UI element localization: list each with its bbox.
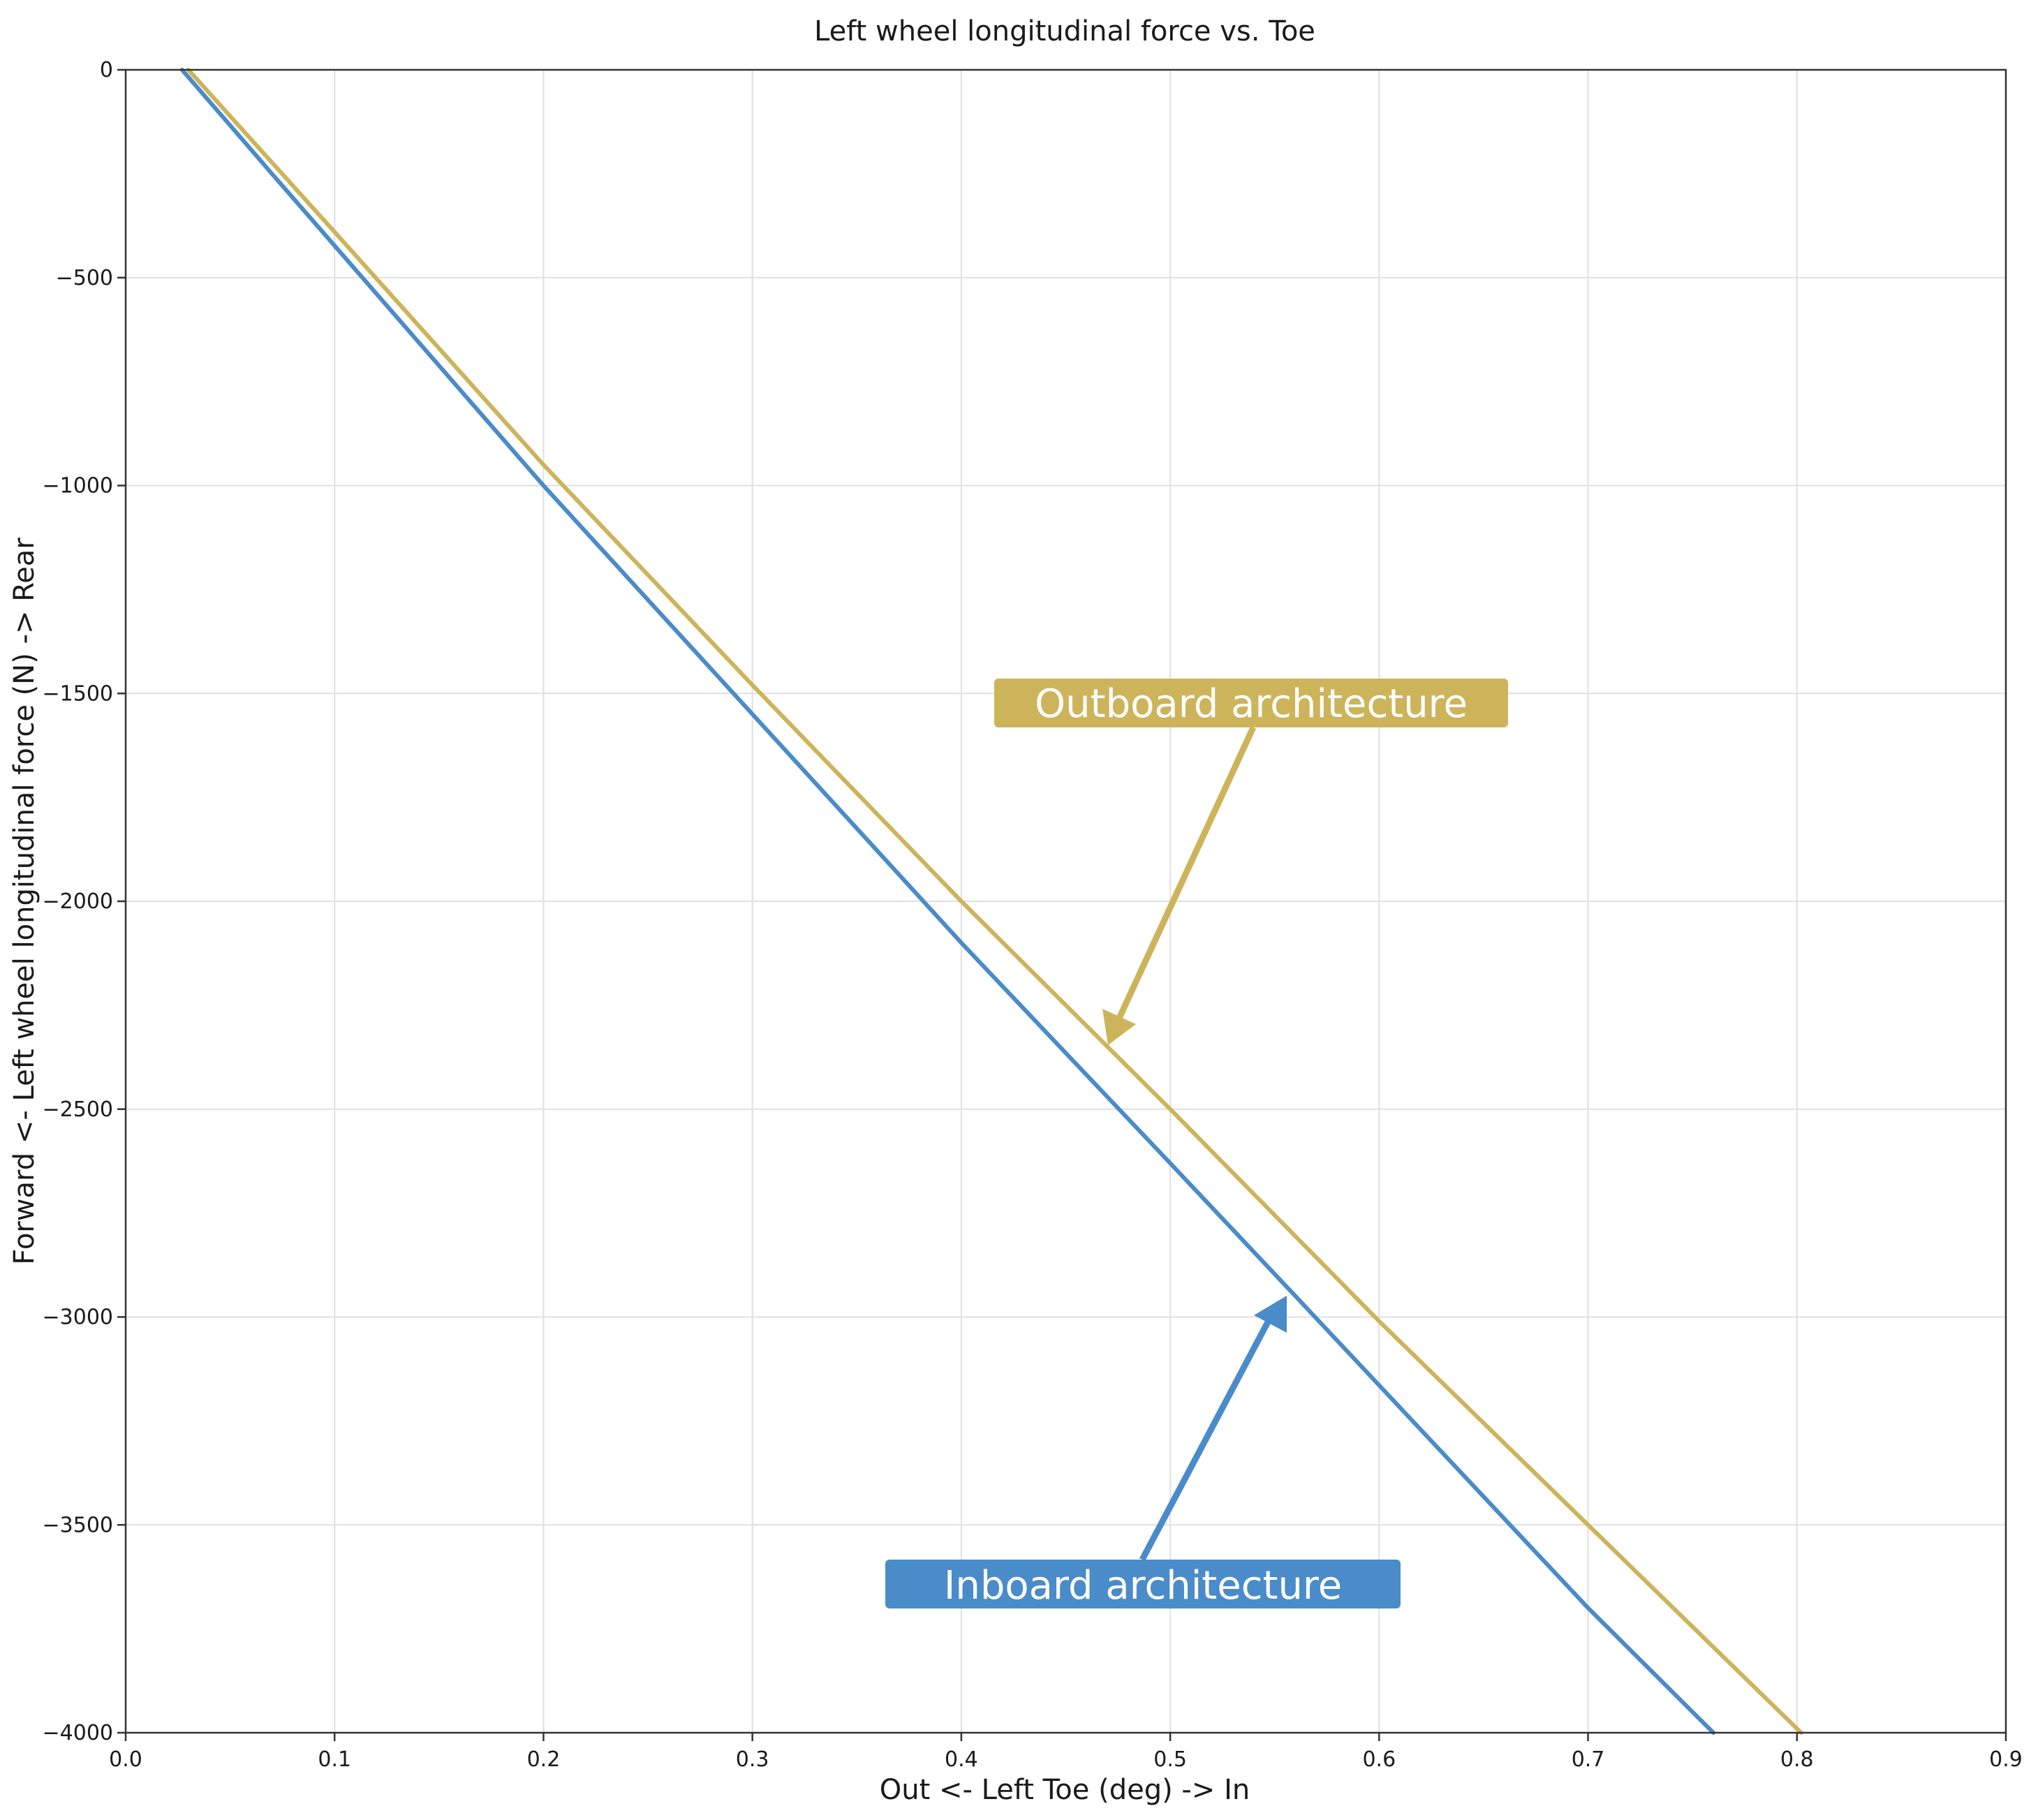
x-tick-label: 0.8: [1780, 1747, 1814, 1772]
y-tick-label: −4000: [43, 1721, 113, 1745]
inboard-series-line: [179, 68, 1716, 1735]
inboard-label: Inboard architecture: [944, 1563, 1342, 1608]
inboard-label-box: [885, 1560, 1401, 1608]
x-tick-label: 0.9: [1989, 1747, 2023, 1772]
y-tick-label: −500: [56, 266, 113, 290]
y-tick-label: −1500: [43, 681, 113, 706]
outboard-label-box: [994, 679, 1508, 727]
inboard-arrow-head: [1254, 1296, 1287, 1333]
series-layer: [179, 68, 1803, 1735]
y-tick-label: −3000: [43, 1305, 113, 1330]
outboard-arrow-head: [1102, 1009, 1136, 1045]
grid: [125, 69, 2007, 1733]
x-tick-label: 0.2: [527, 1747, 561, 1772]
x-tick-label: 0.1: [318, 1747, 351, 1772]
x-tick-label: 0.4: [945, 1747, 978, 1772]
y-tick-label: 0: [100, 58, 113, 82]
y-tick-label: −2500: [43, 1097, 113, 1122]
outboard-label: Outboard architecture: [1035, 681, 1468, 727]
x-tick-label: 0.5: [1153, 1747, 1187, 1772]
chart-title: Left wheel longitudinal force vs. Toe: [814, 15, 1315, 47]
x-axis-label: Out <- Left Toe (deg) -> In: [880, 1774, 1250, 1806]
y-tick-label: −3500: [43, 1513, 113, 1537]
x-tick-label: 0.6: [1362, 1747, 1396, 1772]
inboard-callout: Inboard architecture: [885, 1296, 1401, 1608]
inboard-arrow-shaft: [1139, 1315, 1273, 1562]
axis-ticks: 0.0 0.1 0.2 0.3 0.4 0.5 0.6 0.7 0.8 0.9 0 −500 −1000…: [43, 58, 2023, 1772]
x-tick-label: 0.7: [1572, 1747, 1605, 1772]
outboard-arrow-shaft: [1114, 726, 1257, 1024]
y-tick-label: −2000: [43, 889, 113, 914]
outboard-callout: Outboard architecture: [994, 679, 1508, 1045]
outboard-series-line: [186, 68, 1803, 1735]
y-axis-label: Forward <- Left wheel longitudinal force…: [8, 538, 40, 1265]
y-tick-label: −1000: [43, 474, 113, 498]
x-tick-label: 0.0: [109, 1747, 142, 1772]
x-tick-label: 0.3: [736, 1747, 769, 1772]
